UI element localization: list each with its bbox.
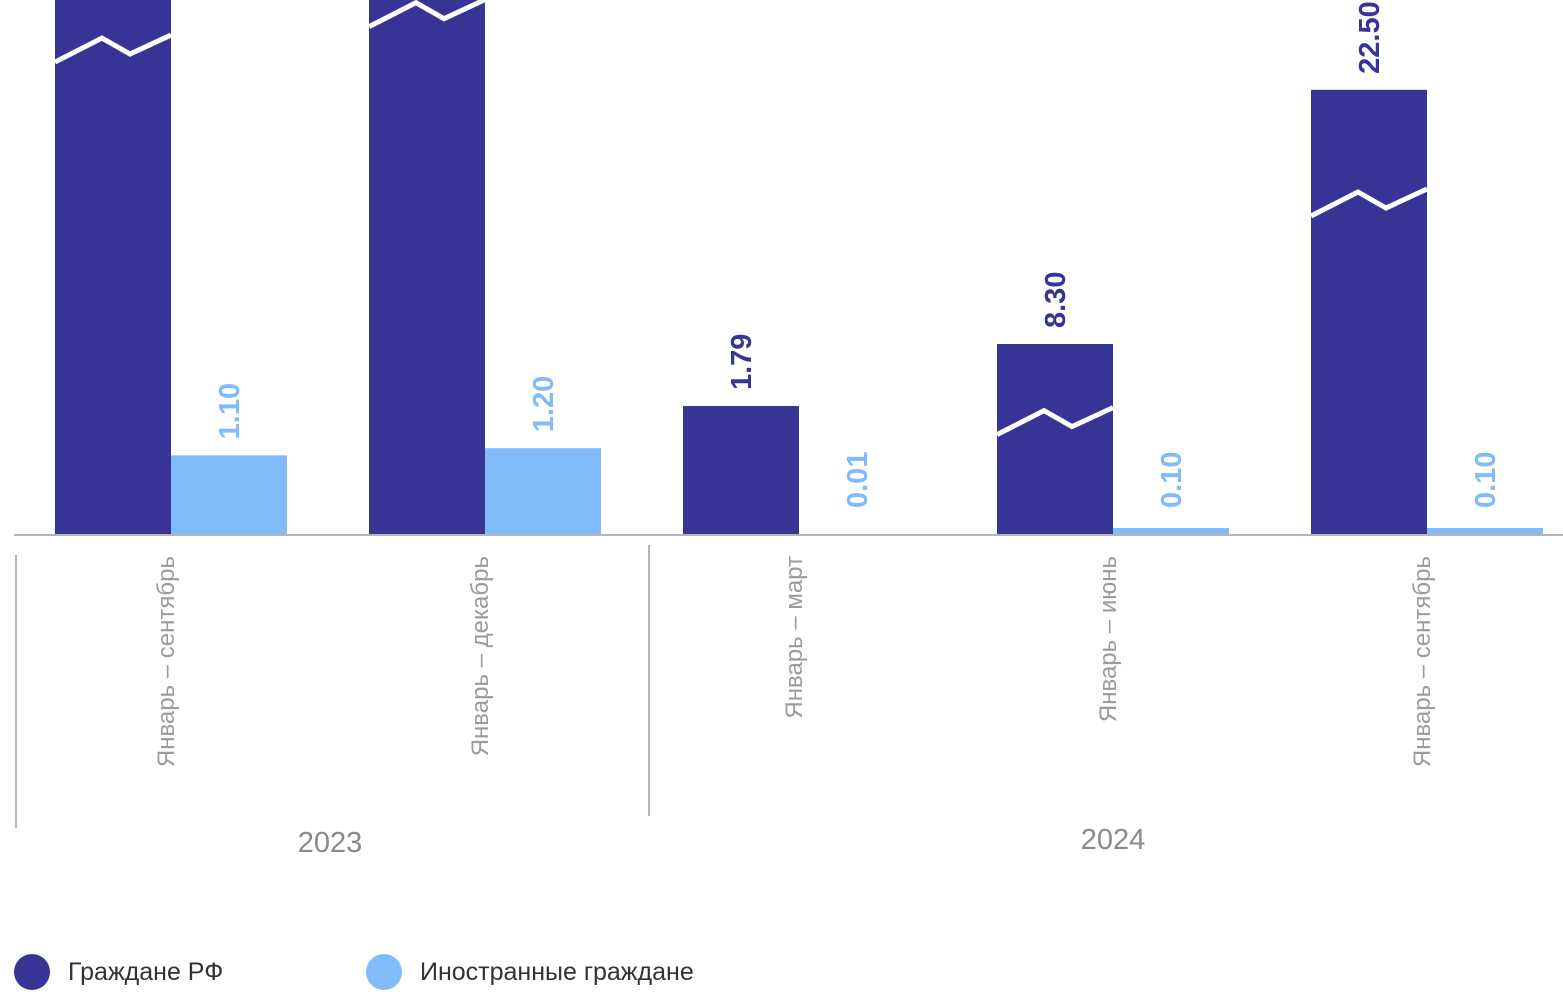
data-label-series-1-4: 22.50 <box>1354 1 1386 74</box>
legend-label-series-1: Граждане РФ <box>68 957 224 986</box>
data-label-series-2-3: 0.10 <box>1156 452 1188 508</box>
axis-break-mark-4 <box>1309 186 1429 219</box>
bar-series-2-1 <box>485 448 601 534</box>
axis-break-mark-0 <box>53 32 173 65</box>
category-label-2: Январь – март <box>781 556 808 719</box>
bar-series-1-1 <box>369 0 485 534</box>
bar-series-2-0 <box>171 455 287 534</box>
legend-label-series-2: Иностранные граждане <box>420 957 694 986</box>
bar-series-1-4 <box>1311 89 1427 534</box>
bar-series-1-3 <box>997 344 1113 534</box>
category-label-1: Январь – декабрь <box>467 556 494 756</box>
bar-series-1-0 <box>55 0 171 534</box>
group-label-2024: 2024 <box>1081 824 1146 856</box>
bar-series-2-4 <box>1427 528 1543 534</box>
data-label-series-1-3: 8.30 <box>1040 272 1072 328</box>
legend-swatch-series-2 <box>366 954 402 990</box>
category-label-0: Январь – сентябрь <box>153 556 180 767</box>
data-label-series-2-4: 0.10 <box>1470 452 1502 508</box>
data-label-series-1-2: 1.79 <box>726 334 758 390</box>
bar-series-1-2 <box>683 406 799 534</box>
legend: Граждане РФ Иностранные граждане <box>14 952 754 992</box>
legend-swatch-series-1 <box>14 954 50 990</box>
data-label-series-2-1: 1.20 <box>528 376 560 432</box>
data-label-series-2-0: 1.10 <box>214 383 246 439</box>
category-label-3: Январь – июнь <box>1095 556 1122 722</box>
category-label-4: Январь – сентябрь <box>1409 556 1436 767</box>
legend-item-series-1: Граждане РФ <box>14 954 306 990</box>
axis-break-mark-1 <box>367 0 487 29</box>
axis-break-mark-3 <box>995 405 1115 437</box>
bar-series-2-3 <box>1113 528 1229 534</box>
data-label-series-2-2: 0.01 <box>842 452 874 508</box>
group-label-2023: 2023 <box>298 827 363 859</box>
legend-item-series-2: Иностранные граждане <box>366 954 694 990</box>
